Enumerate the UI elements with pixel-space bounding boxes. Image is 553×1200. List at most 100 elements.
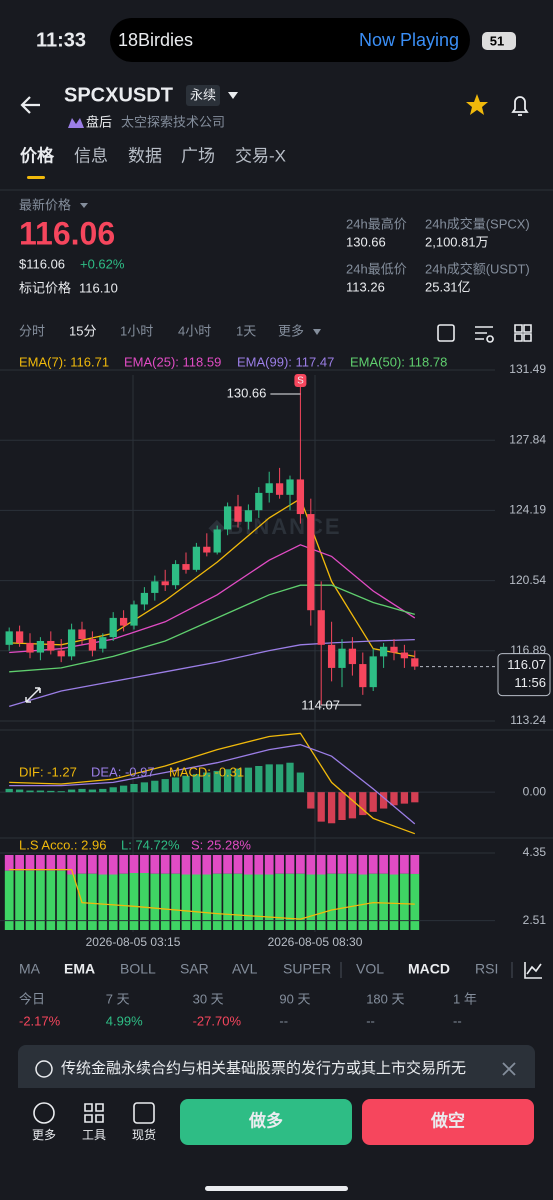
legend-item[interactable]: EMA(25): 118.59 xyxy=(124,354,221,369)
candle-body xyxy=(359,664,367,688)
long-label[interactable]: 做多 xyxy=(248,1110,283,1130)
macd-bar xyxy=(26,790,34,793)
indicator-tab[interactable]: SUPER xyxy=(283,961,331,977)
candle-body xyxy=(67,629,76,657)
long-button[interactable] xyxy=(180,1099,352,1145)
short-button[interactable] xyxy=(362,1099,534,1145)
short-bar xyxy=(244,855,253,875)
countdown: 11:56 xyxy=(514,675,546,690)
tab[interactable]: 交易-X xyxy=(235,146,286,165)
macd-bar xyxy=(99,788,107,793)
candle-body xyxy=(57,650,65,657)
candle-body xyxy=(119,617,128,626)
tool-label[interactable]: 更多 xyxy=(32,1128,56,1142)
interval[interactable]: 分时 xyxy=(19,323,45,338)
low-label: 114.07 xyxy=(301,697,340,712)
indicator-tab[interactable]: RSI xyxy=(475,961,498,977)
y-tick-label: 120.54 xyxy=(509,573,546,587)
indicator-tab[interactable]: MA xyxy=(19,961,41,977)
tools-icon[interactable] xyxy=(84,1103,104,1123)
short-bar xyxy=(327,855,336,874)
legend-item[interactable]: EMA(50): 118.78 xyxy=(350,354,447,369)
long-bar xyxy=(233,873,243,930)
badge: 永续 xyxy=(190,87,216,102)
long-bar xyxy=(15,870,24,930)
more-dropdown[interactable] xyxy=(313,329,321,335)
alert-bell[interactable] xyxy=(511,96,529,116)
interval[interactable]: 更多 xyxy=(278,323,304,338)
short-bar xyxy=(358,855,368,875)
interval[interactable]: 4小时 xyxy=(178,323,211,338)
tool-label[interactable]: 现货 xyxy=(132,1127,156,1142)
draw-tool[interactable] xyxy=(437,324,455,342)
short-bar xyxy=(4,855,14,871)
macd-bar xyxy=(379,792,388,809)
legend-item[interactable]: EMA(99): 117.47 xyxy=(237,354,334,369)
favorite-star[interactable] xyxy=(466,94,488,115)
tools: 更多 工具 现货 xyxy=(32,1127,156,1142)
kline-chart: 131.49127.84124.19120.54116.89113.24◆BIN… xyxy=(0,354,553,949)
tab[interactable]: 信息 xyxy=(74,146,108,165)
interval[interactable]: 1天 xyxy=(236,323,256,338)
perf-value: -2.17% xyxy=(19,1013,61,1028)
indicator-settings[interactable] xyxy=(475,326,494,343)
clock: 11:33 xyxy=(36,29,86,51)
indicator-tab[interactable]: SAR xyxy=(180,961,209,977)
short-bar xyxy=(275,855,284,874)
battery xyxy=(482,32,516,50)
indicator-tab[interactable]: BOLL xyxy=(120,961,156,977)
short-bar xyxy=(212,855,222,874)
indicator-edit[interactable] xyxy=(524,962,542,979)
tab[interactable]: 数据 xyxy=(128,146,162,165)
now-playing: Now Playing xyxy=(359,30,459,50)
symbol-dropdown[interactable] xyxy=(228,92,238,99)
indicator-tab[interactable]: EMA xyxy=(64,961,95,977)
tab[interactable]: 广场 xyxy=(181,146,215,165)
indicator-tab[interactable]: AVL xyxy=(232,961,258,977)
back-button[interactable] xyxy=(20,96,40,114)
macd-bar xyxy=(338,792,346,820)
macd-bar xyxy=(359,792,367,816)
candle-body xyxy=(275,483,284,495)
notice-close[interactable] xyxy=(502,1062,516,1076)
macd-bar xyxy=(317,792,325,822)
stat-label: 24h成交额(USDT) xyxy=(425,261,530,276)
short-bar xyxy=(108,855,118,875)
short-bar xyxy=(306,855,316,875)
macd-bar xyxy=(390,792,398,806)
mark-label: 标记价格 xyxy=(19,280,71,295)
layout-toggle[interactable] xyxy=(514,324,532,342)
long-bar xyxy=(368,873,378,930)
symbol[interactable]: SPCXUSDT xyxy=(64,84,173,106)
short-bar xyxy=(348,855,357,874)
spot-icon[interactable] xyxy=(133,1102,155,1124)
dynamic-island xyxy=(110,18,470,62)
price-label[interactable]: 最新价格 xyxy=(19,197,71,212)
indicator-tab[interactable]: MACD xyxy=(408,961,450,977)
macd-bar xyxy=(400,792,409,804)
macd-bar xyxy=(327,792,336,824)
short-bar xyxy=(67,855,76,875)
badge-bg xyxy=(186,85,220,106)
short-bar xyxy=(202,855,212,875)
session: 盘后 xyxy=(86,114,112,129)
indicator-tabs: MA EMA BOLL SAR AVL SUPER VOL MACD RSI xyxy=(19,961,498,977)
short-label[interactable]: 做空 xyxy=(430,1110,465,1130)
perf-label: 7 天 xyxy=(106,991,130,1006)
indicator-tab[interactable]: VOL xyxy=(356,961,384,977)
short-bar xyxy=(379,855,388,874)
more-icon[interactable] xyxy=(33,1102,55,1124)
legend-item: L.S Acco.: 2.96 xyxy=(19,837,106,852)
candle-body xyxy=(348,648,357,665)
short-bar xyxy=(56,855,66,871)
tab[interactable]: 价格 xyxy=(20,145,55,165)
tool-label[interactable]: 工具 xyxy=(82,1128,106,1142)
legend-item[interactable]: EMA(7): 116.71 xyxy=(19,354,109,369)
interval[interactable]: 1小时 xyxy=(120,323,153,338)
price-dropdown[interactable] xyxy=(80,203,88,208)
expand-icon[interactable] xyxy=(25,687,41,703)
usd-price: $116.06 xyxy=(19,256,65,271)
macd-bar xyxy=(369,792,377,812)
interval[interactable]: 15分 xyxy=(69,323,96,338)
candle-body xyxy=(203,546,211,553)
